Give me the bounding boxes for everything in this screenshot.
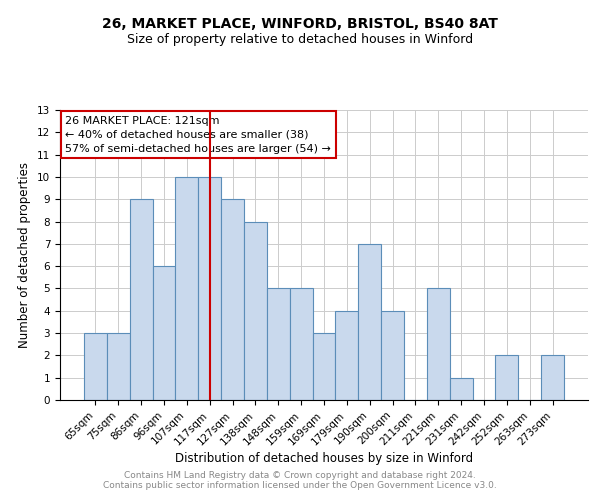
Bar xyxy=(290,288,313,400)
Bar xyxy=(175,177,198,400)
Bar xyxy=(541,356,564,400)
Text: 26 MARKET PLACE: 121sqm
← 40% of detached houses are smaller (38)
57% of semi-de: 26 MARKET PLACE: 121sqm ← 40% of detache… xyxy=(65,116,331,154)
Bar xyxy=(381,311,404,400)
Text: Size of property relative to detached houses in Winford: Size of property relative to detached ho… xyxy=(127,32,473,46)
Bar xyxy=(152,266,175,400)
Bar xyxy=(450,378,473,400)
Bar xyxy=(335,311,358,400)
Bar xyxy=(130,199,152,400)
Bar xyxy=(427,288,450,400)
Bar xyxy=(358,244,381,400)
Bar xyxy=(198,177,221,400)
Text: 26, MARKET PLACE, WINFORD, BRISTOL, BS40 8AT: 26, MARKET PLACE, WINFORD, BRISTOL, BS40… xyxy=(102,18,498,32)
Bar xyxy=(84,333,107,400)
Bar xyxy=(244,222,267,400)
Y-axis label: Number of detached properties: Number of detached properties xyxy=(19,162,31,348)
Bar xyxy=(107,333,130,400)
X-axis label: Distribution of detached houses by size in Winford: Distribution of detached houses by size … xyxy=(175,452,473,465)
Text: Contains HM Land Registry data © Crown copyright and database right 2024.
Contai: Contains HM Land Registry data © Crown c… xyxy=(103,470,497,490)
Bar xyxy=(313,333,335,400)
Bar xyxy=(221,199,244,400)
Bar xyxy=(267,288,290,400)
Bar xyxy=(496,356,518,400)
